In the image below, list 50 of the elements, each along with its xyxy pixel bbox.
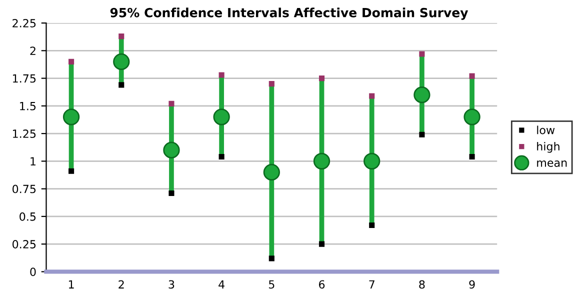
- point: [168, 100, 174, 106]
- y-tick-label: 0.5: [20, 212, 36, 221]
- point: [414, 86, 430, 104]
- x-tick-label: 7: [369, 280, 374, 288]
- point: [369, 222, 375, 228]
- x-tick-label: 4: [218, 280, 224, 288]
- point: [213, 108, 230, 126]
- point: [218, 72, 224, 78]
- y-tick-label: 2: [30, 46, 36, 55]
- legend-label: high: [537, 142, 560, 153]
- point: [118, 82, 124, 88]
- point: [163, 142, 180, 158]
- y-tick-label: 1: [30, 157, 36, 166]
- point: [419, 51, 425, 57]
- x-tick-label: 8: [419, 280, 425, 289]
- x-tick-label: 5: [268, 280, 274, 289]
- y-tick-label: 0.75: [12, 184, 36, 194]
- point: [369, 93, 375, 99]
- legend-label: low: [537, 126, 555, 134]
- y-tick-label: 1.75: [13, 74, 36, 83]
- point: [68, 58, 74, 64]
- point: [62, 108, 80, 126]
- point: [268, 81, 274, 87]
- y-tick-label: 2.25: [12, 19, 36, 28]
- point: [313, 152, 330, 170]
- y-tick-label: 1.25: [13, 130, 36, 138]
- point: [318, 76, 325, 82]
- x-tick-label: 3: [168, 280, 174, 289]
- chart-title: 95% Confidence Intervals Affective Domain Survey: [110, 8, 468, 20]
- point: [469, 73, 475, 79]
- point: [68, 168, 74, 174]
- point: [113, 53, 130, 70]
- point: [318, 241, 325, 247]
- point: [168, 190, 174, 196]
- x-tick-label: 9: [469, 280, 475, 289]
- point: [464, 108, 480, 126]
- point: [218, 154, 224, 160]
- y-tick-label: 1.5: [20, 102, 36, 110]
- point: [263, 164, 280, 181]
- y-tick-label: 0: [30, 268, 36, 276]
- point: [118, 34, 124, 40]
- point: [364, 152, 380, 170]
- x-tick-label: 6: [318, 280, 325, 289]
- y-tick-label: 0.25: [12, 240, 36, 248]
- point: [419, 132, 425, 138]
- point: [268, 256, 274, 262]
- legend-label: mean: [537, 160, 567, 167]
- x-tick-label: 2: [118, 280, 124, 288]
- x-tick-label: 1: [68, 280, 74, 288]
- point: [469, 154, 475, 160]
